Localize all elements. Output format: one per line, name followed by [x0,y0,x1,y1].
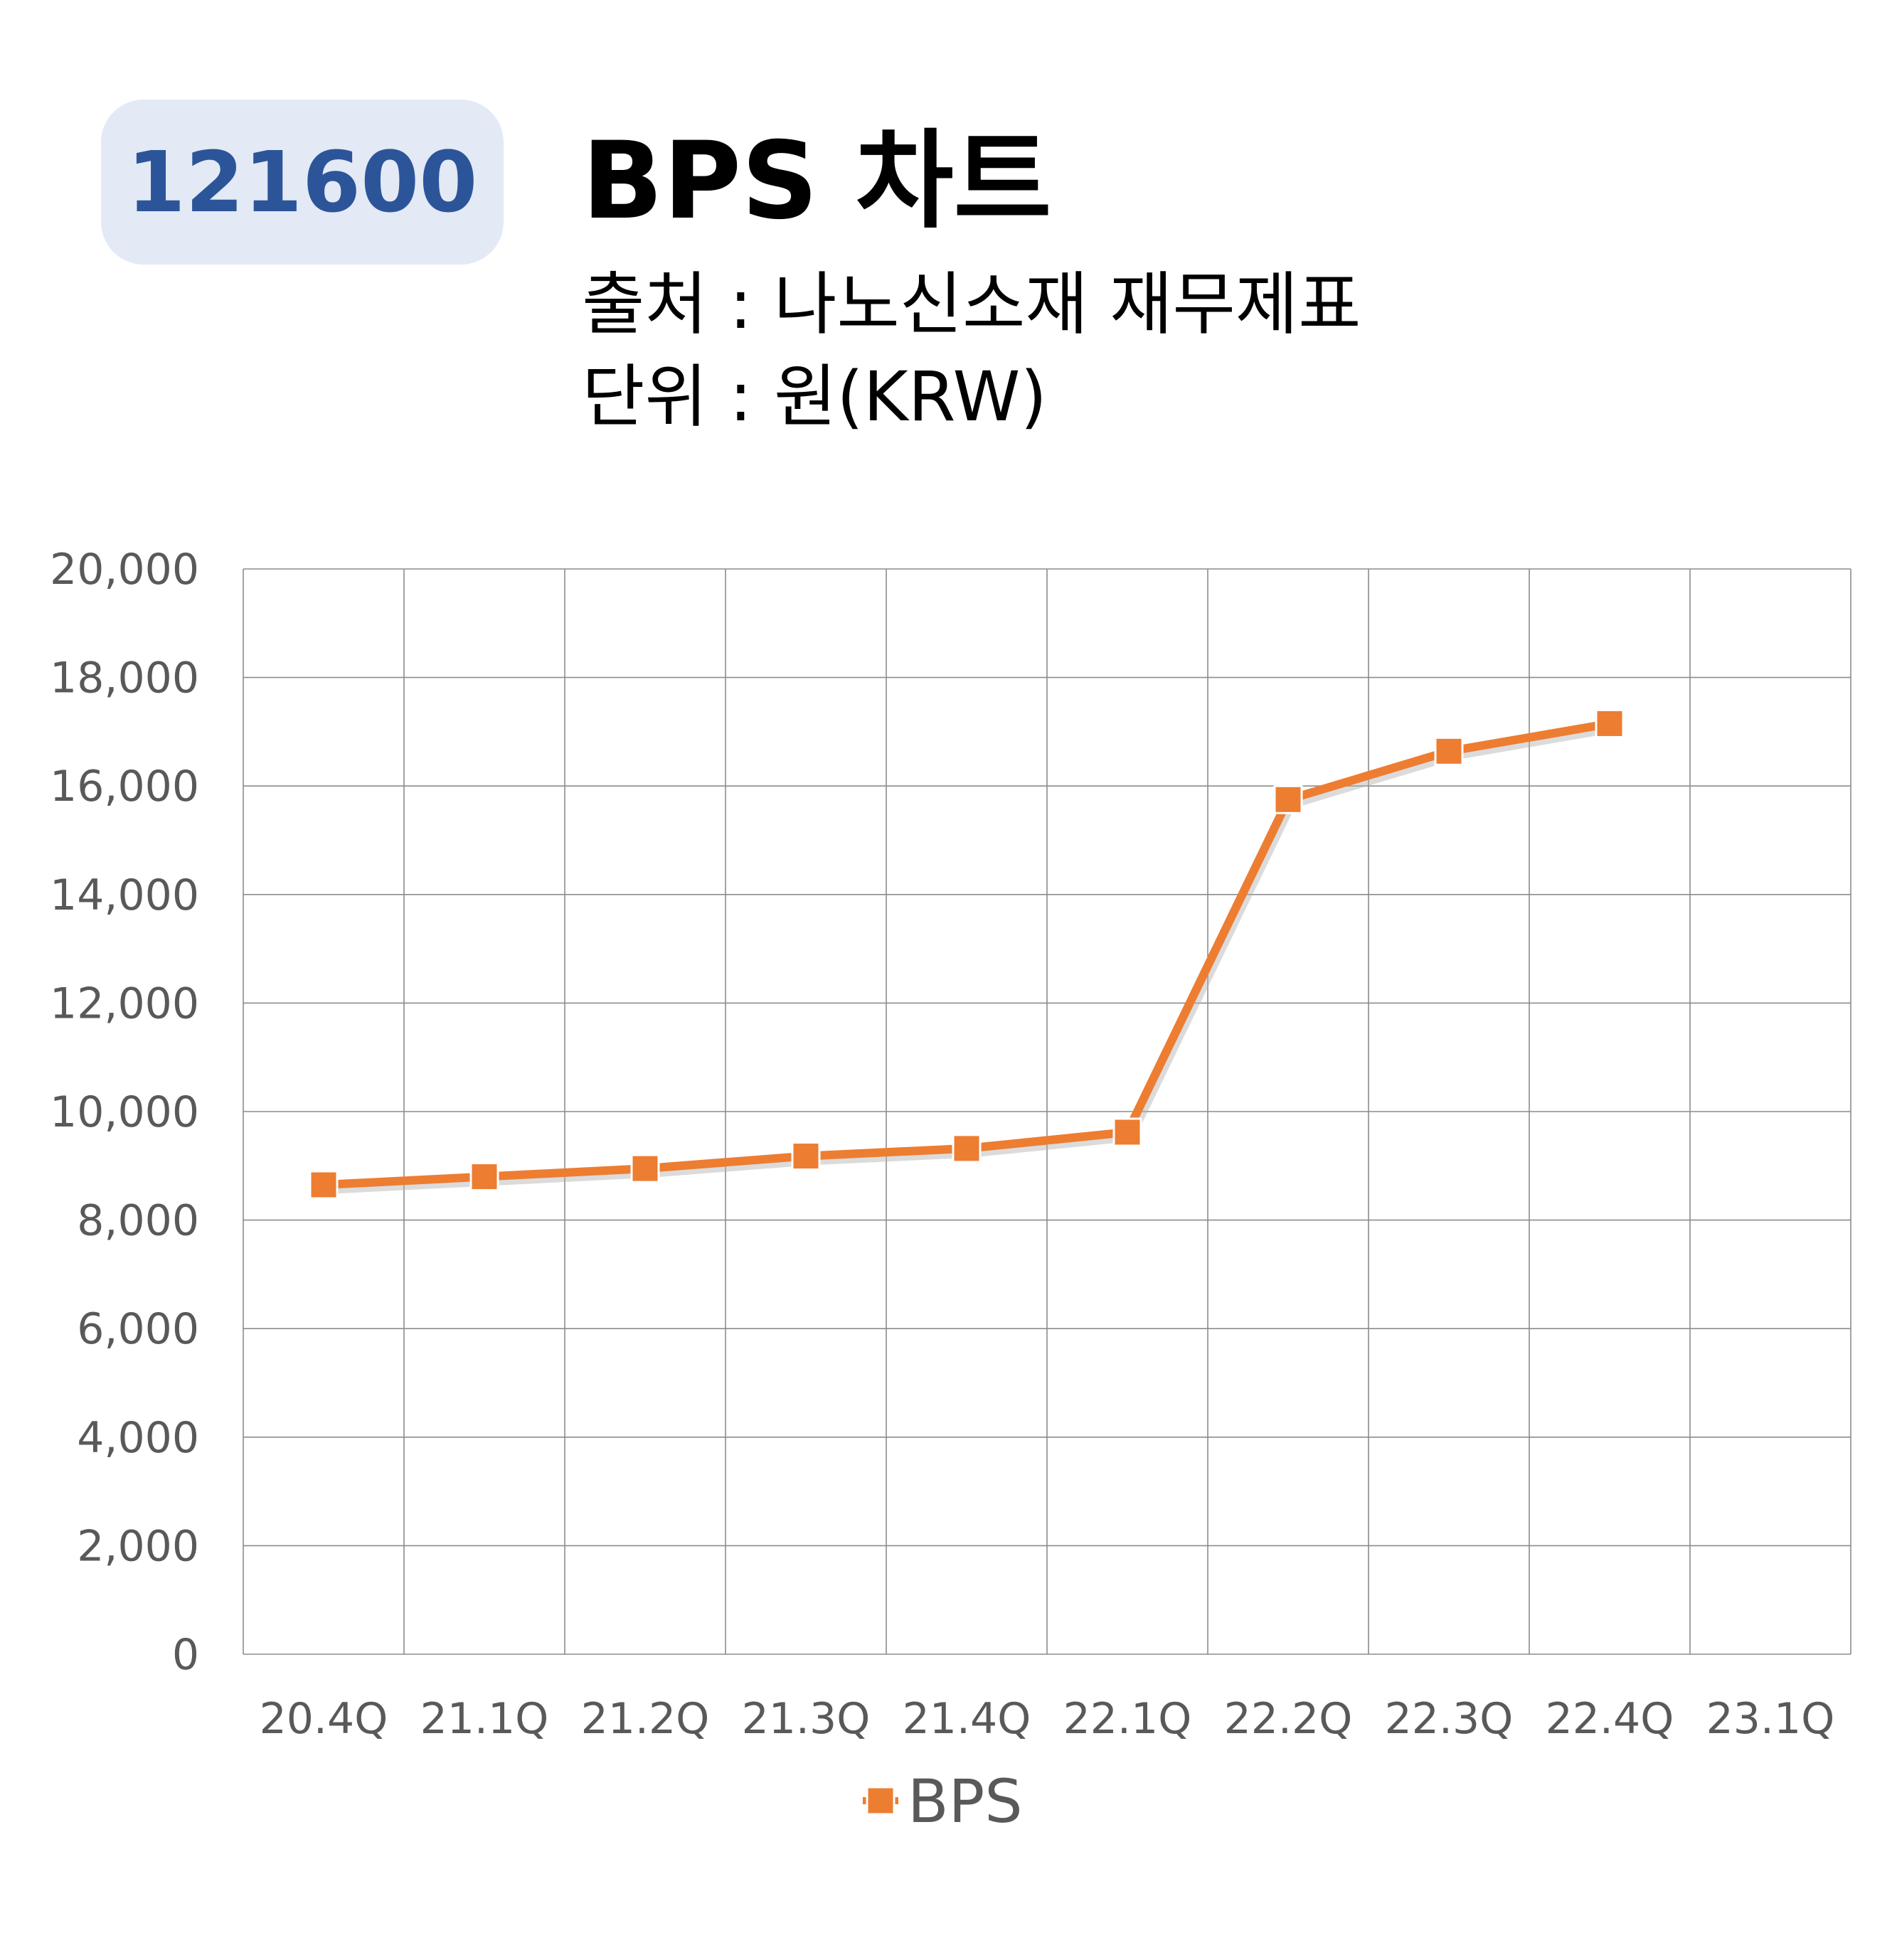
y-tick-label: 2,000 [77,1521,199,1571]
y-tick-label: 8,000 [77,1196,199,1246]
y-tick-label: 16,000 [50,762,199,811]
ticker-badge: 121600 [101,100,504,265]
data-point [1112,1117,1142,1147]
y-tick-label: 20,000 [50,545,199,595]
y-tick-label: 0 [172,1630,199,1680]
x-tick-label: 22.3Q [1385,1694,1514,1744]
data-point [1434,736,1464,766]
x-tick-label: 21.4Q [903,1694,1031,1744]
legend-label: BPS [908,1767,1023,1836]
y-tick-label: 6,000 [77,1304,199,1354]
y-axis-ticks: 0 2,000 4,000 6,000 8,000 10,000 12,000 14,000 1… [50,545,199,1680]
data-point [469,1162,499,1192]
series-bps [309,708,1625,1200]
y-tick-label: 18,000 [50,654,199,703]
legend: BPS [863,1767,1023,1836]
x-tick-label: 22.1Q [1063,1694,1192,1744]
data-point [791,1141,821,1171]
x-tick-label: 21.3Q [742,1694,871,1744]
data-point [309,1170,339,1200]
y-tick-label: 4,000 [77,1413,199,1463]
source-label: 출처 : 나노신소재 재무제표 [582,265,1361,344]
data-point [952,1134,982,1163]
y-tick-label: 10,000 [50,1087,199,1137]
x-tick-label: 22.4Q [1546,1694,1674,1744]
x-tick-label: 20.4Q [260,1694,388,1744]
grid-lines [243,568,1851,1655]
series-line [323,719,1611,1189]
x-tick-label: 21.2Q [581,1694,710,1744]
chart-title: BPS 차트 [582,119,1052,243]
data-point [630,1154,660,1183]
legend-marker [866,1786,896,1816]
y-tick-label: 14,000 [50,870,199,920]
x-tick-label: 22.2Q [1224,1694,1353,1744]
series-line-shadow [326,723,1614,1194]
unit-label: 단위 : 원(KRW) [582,357,1047,437]
x-tick-label: 21.1Q [420,1694,549,1744]
x-tick-label: 23.1Q [1706,1694,1835,1744]
y-tick-label: 12,000 [50,979,199,1028]
data-point [1595,708,1625,738]
x-axis-ticks: 20.4Q 21.1Q 21.2Q 21.3Q 21.4Q 22.1Q 22.2Q 22.3Q… [260,1694,1835,1744]
data-point [1273,784,1303,814]
